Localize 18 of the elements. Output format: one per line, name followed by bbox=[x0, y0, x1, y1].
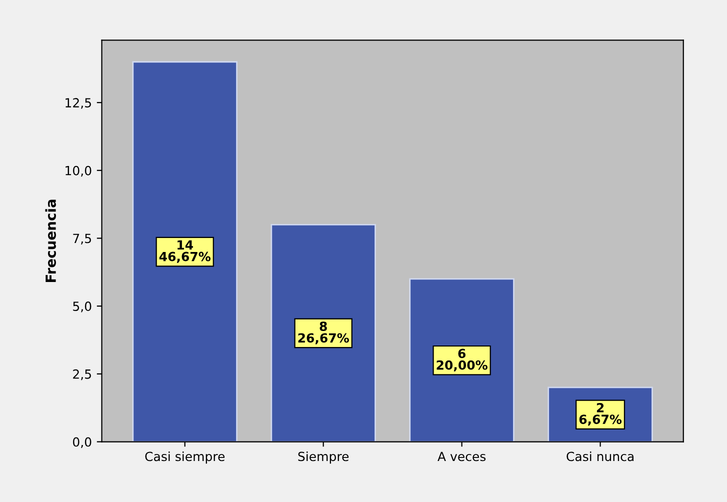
y-tick-label: 7,5 bbox=[73, 234, 91, 244]
y-tick-label: 10,0 bbox=[66, 166, 92, 177]
data-label: 8 26,67% bbox=[298, 322, 349, 344]
data-label: 6 20,00% bbox=[436, 348, 488, 372]
y-tick-label: 5,0 bbox=[73, 302, 92, 312]
bar bbox=[132, 61, 238, 442]
bar bbox=[409, 278, 514, 442]
data-label: 14 46,67% bbox=[159, 240, 210, 263]
y-tick-label: 0,0 bbox=[73, 437, 92, 448]
y-tick-label: 2,5 bbox=[73, 369, 91, 380]
y-axis-title: Frecuencia bbox=[45, 200, 56, 282]
x-tick-label: Casi nunca bbox=[566, 451, 634, 462]
bar bbox=[270, 224, 376, 442]
x-tick-label: Casi siempre bbox=[145, 451, 225, 464]
data-label: 2 6,67% bbox=[579, 402, 622, 426]
y-tick-label: 12,5 bbox=[66, 98, 91, 109]
x-tick-label: A veces bbox=[438, 452, 486, 462]
x-tick-label: Siempre bbox=[298, 451, 349, 464]
